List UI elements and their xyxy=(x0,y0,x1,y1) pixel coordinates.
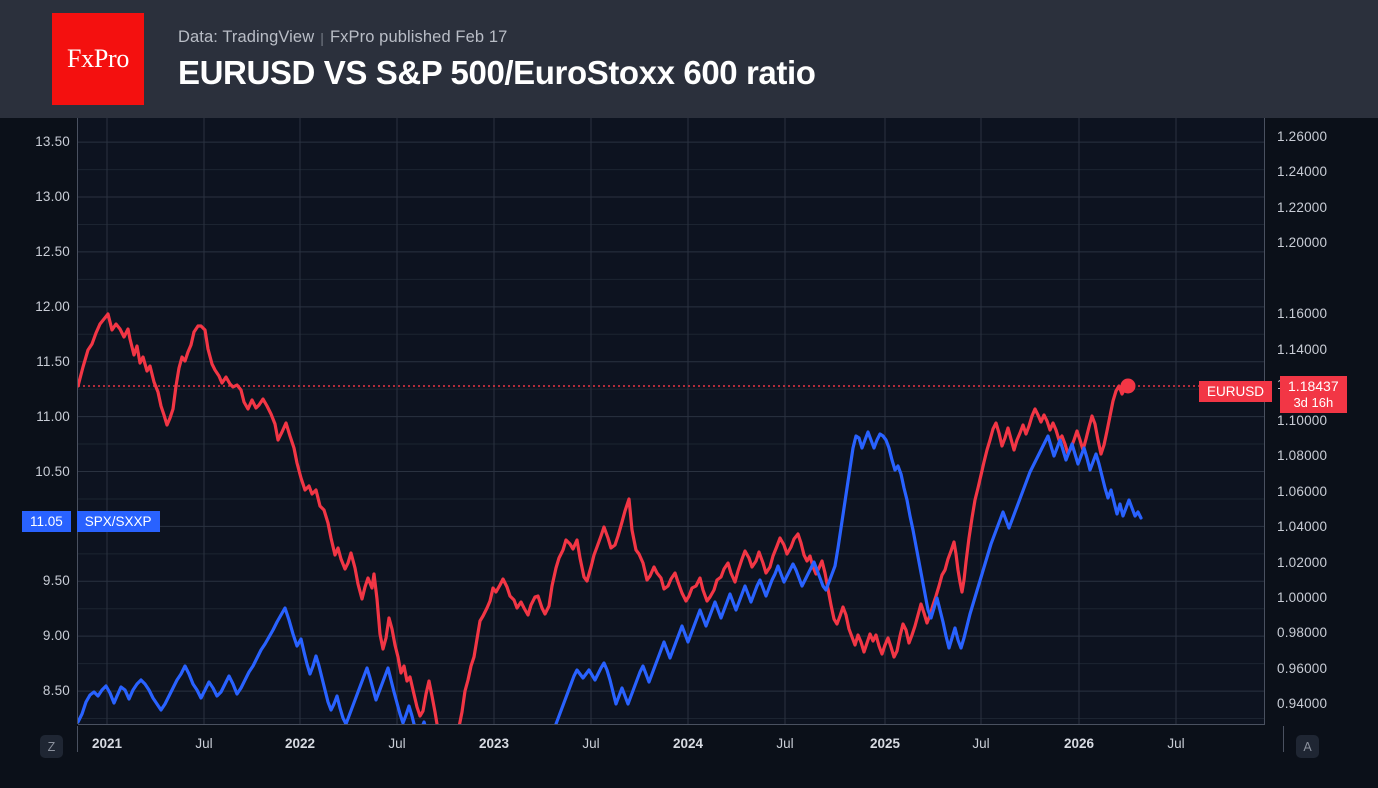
subtitle-data-source: Data: TradingView xyxy=(178,28,315,46)
y-tick-right: 1.20000 xyxy=(1277,235,1328,251)
spx-sxxp-value: 11.05 xyxy=(22,511,71,532)
chart-canvas: 13.5013.0012.5012.0011.5011.0010.5010.00… xyxy=(0,118,1378,788)
eurusd-value-box: 1.18437 3d 16h xyxy=(1280,376,1347,413)
y-tick-left: 12.00 xyxy=(35,298,70,314)
y-tick-left: 12.50 xyxy=(35,243,70,259)
y-tick-left: 11.00 xyxy=(36,408,70,424)
y-tick-right: 1.06000 xyxy=(1277,483,1328,499)
y-axis-right-line xyxy=(1264,118,1265,724)
y-tick-right: 0.96000 xyxy=(1277,660,1328,676)
y-axis-right[interactable]: 1.26000 1.24000 1.22000 1.20000 1.16000 1.140… xyxy=(1265,118,1378,724)
x-tick-label: Jul xyxy=(776,736,794,751)
subtitle-publisher: FxPro published Feb 17 xyxy=(329,28,508,46)
subtitle: Data: TradingView | FxPro published Feb … xyxy=(178,28,816,47)
y-tick-left: 9.50 xyxy=(42,573,70,589)
x-axis[interactable]: Z A 2021 Jul 2022 Jul 2023 Jul 2024 Jul 2025 Jul 2… xyxy=(0,724,1378,788)
y-axis-left[interactable]: 13.5013.0012.5012.0011.5011.0010.5010.00… xyxy=(0,118,78,724)
eurusd-countdown: 3d 16h xyxy=(1293,394,1334,410)
y-axis-left-line xyxy=(77,118,78,724)
series-end-marker-eurusd xyxy=(1120,378,1136,394)
y-tick-left: 13.00 xyxy=(35,189,70,205)
x-tick-label: 2026 xyxy=(1063,736,1095,751)
y-tick-right: 1.22000 xyxy=(1277,199,1328,215)
y-tick-right: 1.14000 xyxy=(1277,341,1328,357)
grid-lines xyxy=(78,118,1265,724)
x-tick-label: Jul xyxy=(388,736,406,751)
y-tick-right: 1.02000 xyxy=(1277,554,1328,570)
x-tick-label: 2021 xyxy=(91,736,123,751)
header-text-group: Data: TradingView | FxPro published Feb … xyxy=(178,28,816,92)
logo-text: FxPro xyxy=(66,44,130,73)
y-tick-right: 1.00000 xyxy=(1277,590,1328,605)
y-tick-right: 1.26000 xyxy=(1277,128,1328,144)
y-tick-right: 1.04000 xyxy=(1277,519,1328,535)
x-tick-label: Jul xyxy=(582,736,600,751)
y-tick-left: 8.50 xyxy=(42,683,70,699)
x-tick-label: 2024 xyxy=(672,736,704,751)
y-tick-right: 1.24000 xyxy=(1277,164,1328,180)
x-tick-label: Jul xyxy=(1167,736,1185,751)
x-tick-label: 2022 xyxy=(284,736,316,751)
x-axis-right-separator xyxy=(1283,726,1284,752)
x-tick-label: Jul xyxy=(195,736,213,751)
eurusd-label: EURUSD xyxy=(1199,381,1273,402)
y-tick-left: 10.50 xyxy=(35,463,70,479)
auto-scale-button[interactable]: A xyxy=(1296,735,1319,758)
series-line-spx-sxxp xyxy=(76,430,1143,788)
y-tick-right: 1.10000 xyxy=(1277,412,1328,428)
chart-plot-svg[interactable] xyxy=(76,118,1265,788)
y-tick-left: 9.00 xyxy=(42,628,70,644)
fxpro-logo: FxPro xyxy=(52,13,144,105)
y-tick-right: 0.98000 xyxy=(1277,625,1328,641)
page-title: EURUSD VS S&P 500/EuroStoxx 600 ratio xyxy=(178,54,816,91)
series-line-eurusd xyxy=(76,312,1130,780)
zoom-out-button[interactable]: Z xyxy=(40,735,63,758)
page-header: FxPro Data: TradingView | FxPro publishe… xyxy=(0,0,1378,118)
x-axis-line xyxy=(78,724,1265,725)
y-tick-left: 13.50 xyxy=(35,134,70,150)
y-tick-left: 11.50 xyxy=(36,353,70,369)
y-tick-right: 1.16000 xyxy=(1277,306,1328,322)
spx-sxxp-label: SPX/SXXP xyxy=(76,511,160,532)
y-tick-right: 0.94000 xyxy=(1277,696,1328,712)
y-tick-right: 1.08000 xyxy=(1277,448,1328,464)
x-tick-label: 2023 xyxy=(478,736,510,751)
x-tick-label: 2025 xyxy=(869,736,901,751)
subtitle-separator: | xyxy=(320,29,324,46)
x-tick-label: Jul xyxy=(972,736,990,751)
eurusd-price: 1.18437 xyxy=(1288,378,1339,394)
spx-sxxp-legend-badge[interactable]: 11.05 SPX/SXXP xyxy=(22,511,160,532)
x-axis-left-separator xyxy=(77,726,78,752)
eurusd-legend-badge[interactable]: EURUSD 1.18437 3d 16h xyxy=(1199,376,1347,413)
